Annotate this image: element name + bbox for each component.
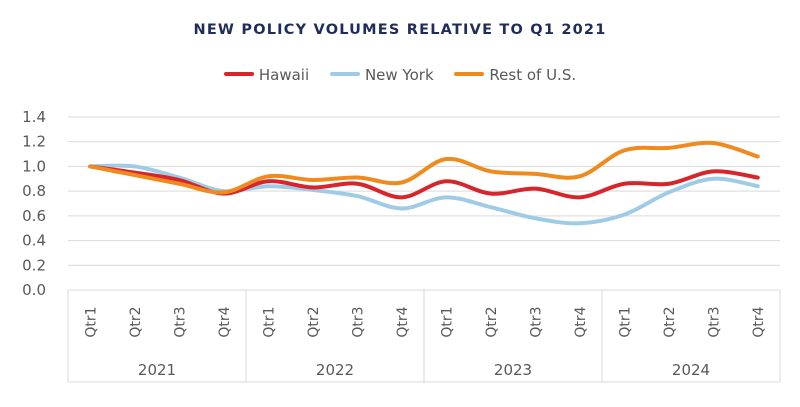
- x-tick-label: Qtr3: [350, 306, 366, 337]
- x-tick-label: Qtr2: [484, 306, 500, 337]
- x-tick-label: Qtr1: [617, 306, 633, 337]
- legend-swatch-new-york: [329, 71, 360, 76]
- x-tick-label: Qtr1: [439, 306, 455, 337]
- series-line-new-york: [88, 163, 760, 226]
- year-label: 2023: [494, 361, 532, 379]
- legend-item-rest-of-us: Rest of U.S.: [454, 66, 576, 84]
- x-tick-label: Qtr2: [128, 306, 144, 337]
- x-tick-label: Qtr2: [306, 306, 322, 337]
- legend-label-new-york: New York: [364, 66, 434, 84]
- x-tick-label: Qtr3: [172, 306, 188, 337]
- year-label: 2021: [138, 361, 176, 379]
- x-tick-label: Qtr1: [83, 306, 99, 337]
- y-tick-label: 0.2: [22, 256, 46, 274]
- y-tick-label: 0.4: [22, 232, 46, 250]
- y-tick-label: 0.6: [22, 207, 46, 225]
- x-tick-label: Qtr3: [528, 306, 544, 337]
- legend-label-rest-of-us: Rest of U.S.: [489, 66, 577, 84]
- series-line-rest-of-u-s: [88, 140, 760, 195]
- x-tick-label: Qtr2: [662, 306, 678, 337]
- legend-item-new-york: New York: [329, 66, 434, 84]
- y-tick-label: 1.4: [22, 108, 46, 126]
- year-label: 2022: [316, 361, 354, 379]
- year-label: 2024: [672, 361, 710, 379]
- x-tick-label: Qtr4: [751, 306, 767, 337]
- x-tick-label: Qtr3: [706, 306, 722, 337]
- y-tick-label: 0.0: [22, 281, 46, 299]
- y-tick-label: 1.2: [22, 133, 46, 151]
- y-tick-label: 0.8: [22, 182, 46, 200]
- legend-label-hawaii: Hawaii: [258, 66, 310, 84]
- legend: Hawaii New York Rest of U.S.: [0, 66, 800, 84]
- legend-item-hawaii: Hawaii: [223, 66, 310, 84]
- legend-swatch-rest-of-us: [454, 71, 485, 76]
- x-tick-label: Qtr4: [573, 306, 589, 337]
- x-tick-label: Qtr4: [217, 306, 233, 337]
- x-tick-label: Qtr4: [395, 306, 411, 337]
- y-tick-label: 1.0: [22, 157, 46, 175]
- x-tick-label: Qtr1: [261, 306, 277, 337]
- chart-title: NEW POLICY VOLUMES RELATIVE TO Q1 2021: [193, 22, 607, 38]
- legend-swatch-hawaii: [223, 71, 254, 76]
